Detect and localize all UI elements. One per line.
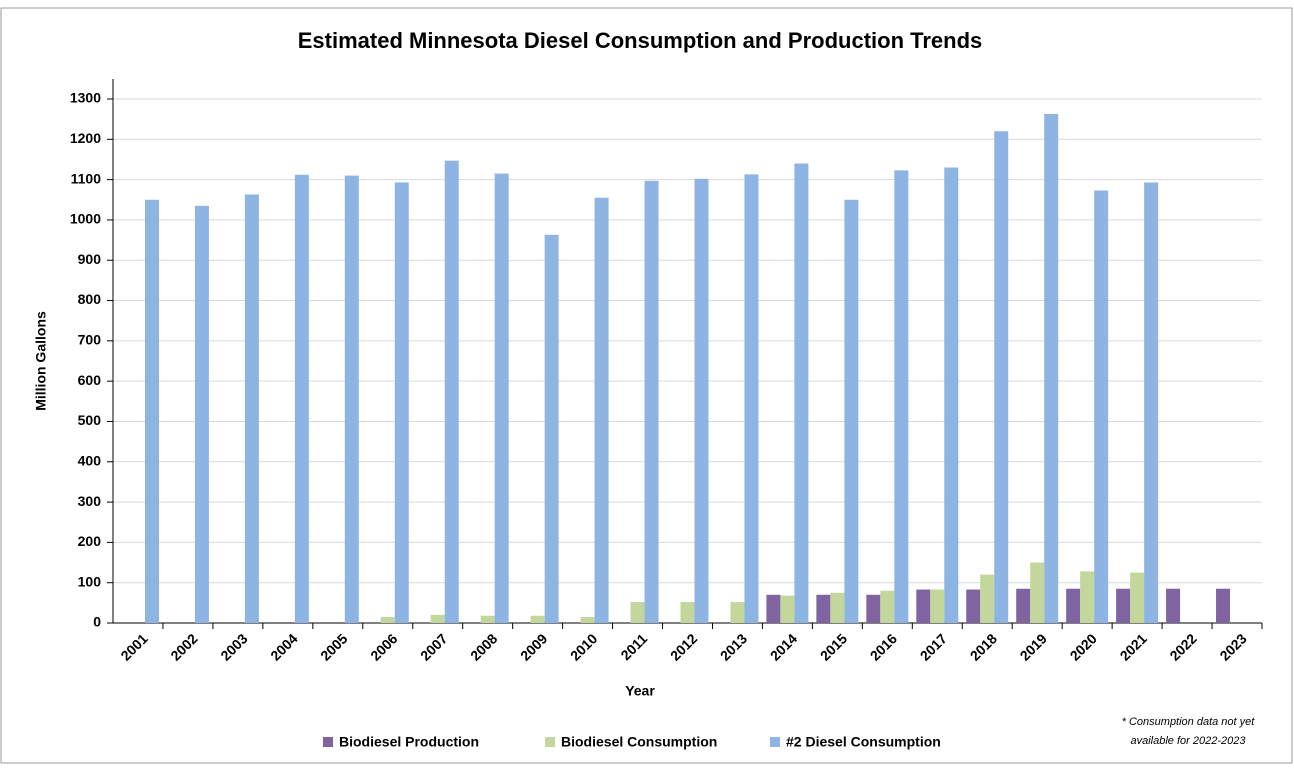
y-tick-label: 300 [78,493,102,509]
bar [530,615,545,623]
bar [294,174,309,624]
bar [544,234,559,624]
bar [644,180,659,623]
bar [194,205,209,624]
legend-label: Biodiesel Production [339,734,479,750]
bar [1044,113,1059,623]
note: * Consumption data not yet [1122,716,1256,728]
x-tick-label: 2015 [817,630,850,663]
x-tick-label: 2020 [1067,630,1100,663]
bar [1016,588,1031,623]
bar [980,574,995,623]
bar [680,602,695,623]
bar [1130,572,1145,623]
bar [1066,588,1081,623]
x-tick-label: 2018 [967,630,1000,663]
legend-swatch [545,737,555,747]
bar [344,175,359,624]
x-axis-label: Year [625,683,655,699]
y-tick-label: 600 [78,372,102,388]
bar [816,594,831,623]
y-tick-label: 1100 [71,170,102,186]
bar [694,178,709,623]
bar [1166,588,1181,623]
x-tick-label: 2011 [617,630,650,663]
x-tick-label: 2003 [217,630,250,663]
bar [580,616,595,623]
bar [794,163,809,623]
bar [1080,571,1095,623]
bar [244,194,259,623]
bar [144,199,159,623]
x-tick-label: 2013 [717,630,750,663]
bar [1116,588,1131,623]
x-tick-label: 2005 [317,630,350,663]
legend-label: #2 Diesel Consumption [786,734,941,750]
bar [594,197,609,623]
bar [894,170,909,624]
bar [916,589,931,623]
bar [780,595,795,623]
bar [1144,182,1159,623]
x-tick-label: 2006 [367,630,400,663]
legend-swatch [323,737,333,747]
x-tick-label: 2022 [1166,630,1199,663]
bar [430,614,445,623]
x-tick-label: 2016 [867,630,900,663]
bar [394,182,409,623]
y-tick-label: 100 [78,573,102,589]
bar [730,602,745,623]
bar [830,592,845,623]
note: available for 2022-2023 [1131,735,1247,747]
legend-label: Biodiesel Consumption [561,734,717,750]
x-tick-label: 2010 [567,630,600,663]
x-tick-label: 2019 [1017,630,1050,663]
x-tick-label: 2021 [1117,630,1150,663]
x-tick-label: 2012 [667,630,700,663]
y-tick-label: 400 [78,452,102,468]
bar [844,199,859,623]
bar [480,615,495,623]
x-tick-label: 2014 [767,630,800,663]
bar [766,594,781,623]
bar [930,589,945,623]
x-tick-label: 2004 [267,630,300,663]
bar [444,160,459,623]
bar [880,590,895,623]
y-tick-label: 700 [78,332,102,348]
x-tick-label: 2007 [417,630,450,663]
x-tick-label: 2002 [167,630,200,663]
x-tick-label: 2008 [467,630,500,663]
y-tick-label: 1200 [70,130,101,146]
bar [994,131,1009,623]
frame [0,7,1293,764]
x-tick-label: 2009 [517,630,550,663]
bar [380,616,395,623]
y-tick-label: 0 [93,614,101,630]
x-tick-label: 2001 [117,630,150,663]
y-tick-label: 200 [78,533,102,549]
y-tick-label: 500 [78,412,102,428]
legend-swatch [770,737,780,747]
y-axis-label: Million Gallons [33,311,49,411]
y-tick-label: 800 [78,291,102,307]
bar [944,167,959,623]
bar [1030,562,1045,623]
y-tick-label: 1300 [70,90,101,106]
bar [1094,190,1109,623]
x-tick-label: 2023 [1216,630,1249,663]
y-tick-label: 1000 [70,211,101,227]
bar [494,173,509,624]
x-tick-label: 2017 [917,630,950,663]
bar [966,589,981,623]
bar [630,602,645,623]
bar [866,594,881,623]
bar [1216,588,1231,623]
chart-title: Estimated Minnesota Diesel Consumption a… [298,28,983,53]
y-tick-label: 900 [78,251,102,267]
bar [744,174,759,624]
